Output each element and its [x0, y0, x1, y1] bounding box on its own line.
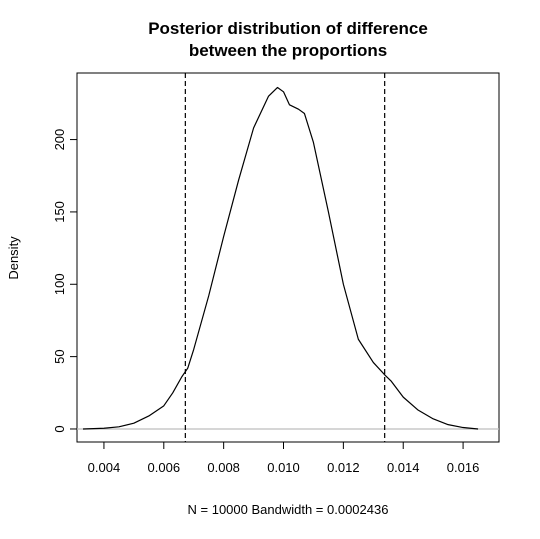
density-point [391, 381, 392, 382]
density-point [358, 339, 359, 340]
density-point [193, 349, 194, 350]
density-point [373, 362, 374, 363]
density-point [133, 423, 134, 424]
density-point [82, 428, 83, 429]
density-point [283, 91, 284, 92]
density-point [289, 104, 290, 105]
x-tick-label: 0.008 [207, 460, 240, 475]
density-point [268, 96, 269, 97]
density-point [103, 428, 104, 429]
y-tick-label: 100 [52, 273, 67, 295]
y-axis: 0 50 100 150 200 [52, 129, 78, 433]
x-axis-label: N = 10000 Bandwidth = 0.0002436 [188, 502, 389, 517]
density-point [172, 392, 173, 393]
density-curve [82, 86, 479, 430]
density-point [418, 410, 419, 411]
y-tick-label: 50 [52, 349, 67, 363]
y-axis-label: Density [6, 236, 21, 280]
x-tick-label: 0.012 [327, 460, 360, 475]
density-point [253, 127, 254, 128]
plot-frame [76, 72, 500, 443]
y-tick-label: 200 [52, 129, 67, 151]
density-point [304, 113, 305, 114]
chart-title-line-2: between the proportions [189, 41, 387, 60]
density-point [343, 284, 344, 285]
density-point [223, 236, 224, 237]
density-point [298, 109, 299, 110]
x-axis: 0.004 0.006 0.008 0.010 0.012 0.014 0.016 [88, 441, 480, 475]
y-tick-label: 150 [52, 201, 67, 223]
density-point [238, 179, 239, 180]
density-point [328, 211, 329, 212]
density-point [385, 375, 386, 376]
x-tick-label: 0.010 [267, 460, 300, 475]
density-point [477, 428, 478, 429]
x-tick-label: 0.006 [148, 460, 181, 475]
density-point [181, 376, 182, 377]
density-point [313, 142, 314, 143]
density-point [403, 397, 404, 398]
plot-marks [77, 73, 499, 442]
density-point [148, 415, 149, 416]
y-tick-label: 0 [52, 425, 67, 432]
density-point [163, 405, 164, 406]
density-point [433, 418, 434, 419]
density-point [187, 368, 188, 369]
density-point [277, 87, 278, 88]
density-point [118, 426, 119, 427]
x-tick-label: 0.014 [387, 460, 420, 475]
density-point [462, 427, 463, 428]
chart-title-line-1: Posterior distribution of difference [148, 19, 428, 38]
x-tick-label: 0.004 [88, 460, 121, 475]
x-tick-label: 0.016 [447, 460, 480, 475]
density-point [208, 295, 209, 296]
density-point [448, 424, 449, 425]
